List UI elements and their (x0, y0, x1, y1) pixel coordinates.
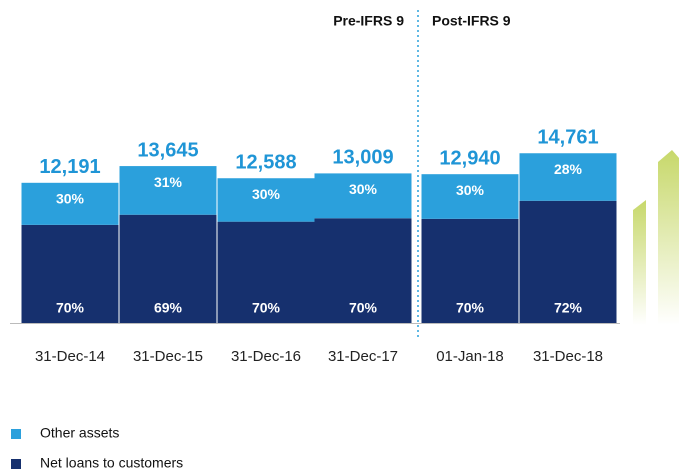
bar-segment (314, 218, 412, 323)
segment-label: 70% (349, 300, 378, 316)
total-label: 12,588 (235, 152, 296, 174)
segment-label: 30% (252, 186, 281, 202)
x-tick-label: 01-Jan-18 (436, 348, 504, 365)
segment-label: 30% (56, 191, 85, 207)
segment-label: 30% (349, 181, 378, 197)
x-tick-label: 31-Dec-14 (35, 348, 105, 365)
segment-label: 28% (554, 161, 583, 177)
total-label: 13,645 (137, 139, 198, 161)
segment-label: 69% (154, 300, 183, 316)
segment-label: 31% (154, 174, 183, 190)
total-label: 14,761 (537, 127, 598, 149)
bar-segment (519, 200, 617, 323)
legend-label: Net loans to customers (40, 455, 183, 471)
x-tick-label: 31-Dec-17 (328, 348, 398, 365)
x-tick-label: 31-Dec-16 (231, 348, 301, 365)
segment-label: 70% (456, 300, 485, 316)
bar-segment (119, 214, 217, 323)
x-tick-label: 31-Dec-18 (533, 348, 603, 365)
bar-segment (217, 221, 315, 323)
bar-segment (519, 153, 617, 201)
bar-segment (421, 218, 519, 323)
total-label: 13,009 (332, 147, 393, 169)
segment-label: 70% (252, 300, 281, 316)
bar-segment (217, 178, 315, 222)
total-label: 12,940 (439, 147, 500, 169)
bar-segment (21, 224, 119, 323)
legend-swatch (11, 429, 21, 439)
annotation: Post-IFRS 9 (432, 13, 511, 29)
legend-swatch (11, 459, 21, 469)
x-tick-label: 31-Dec-15 (133, 348, 203, 365)
bar-segment (421, 174, 519, 219)
bar-segment (21, 182, 119, 225)
segment-label: 30% (456, 182, 485, 198)
legend-label: Other assets (40, 425, 119, 441)
annotation: Pre-IFRS 9 (333, 13, 404, 29)
decor-arrow (633, 200, 646, 325)
decor-arrow (658, 150, 679, 325)
bar-segment (119, 166, 217, 215)
segment-label: 72% (554, 300, 583, 316)
bar-segment (314, 173, 412, 219)
total-label: 12,191 (39, 156, 100, 178)
segment-label: 70% (56, 300, 85, 316)
